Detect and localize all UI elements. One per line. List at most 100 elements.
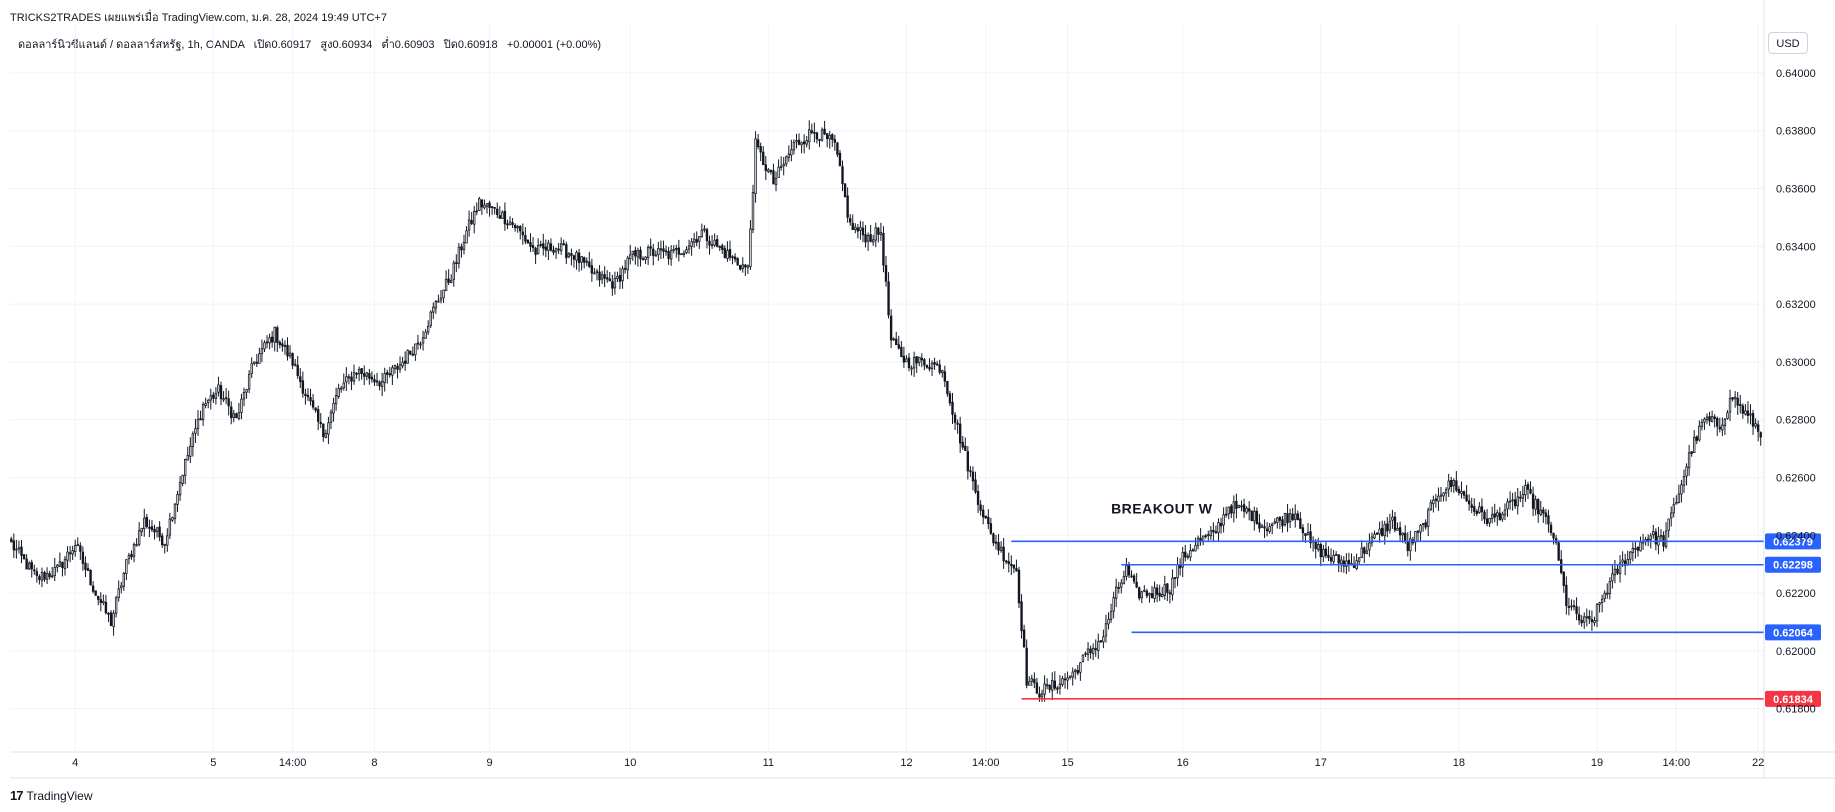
candle-body: [1455, 480, 1458, 491]
candle-body: [1319, 543, 1322, 558]
candle-body: [166, 535, 169, 546]
candle-body: [1240, 505, 1243, 508]
level-price-badge: [1765, 624, 1821, 641]
candle-body: [639, 249, 642, 260]
candle-body: [1616, 568, 1619, 574]
candle-body: [84, 562, 87, 570]
candle-body: [120, 585, 123, 589]
candle-body: [1207, 534, 1210, 537]
candle-body: [611, 281, 614, 289]
candle-body: [1258, 522, 1261, 529]
candle-body: [163, 543, 166, 546]
candle-body: [40, 572, 44, 581]
candle-body: [1723, 418, 1727, 427]
time-tick-label: 17: [1315, 757, 1327, 769]
candle-body: [135, 544, 138, 547]
candle-body: [739, 264, 742, 270]
candle-body: [716, 239, 719, 247]
candle-body: [649, 246, 652, 249]
candle-body: [1664, 530, 1668, 548]
candle-body: [1652, 531, 1655, 536]
candle-body: [66, 551, 69, 561]
candle-body: [1409, 538, 1412, 552]
candle-body: [895, 338, 898, 346]
candle-body: [1089, 648, 1092, 654]
candle-body: [1716, 418, 1719, 427]
candle-body: [1521, 494, 1525, 499]
candle-body: [258, 353, 261, 364]
currency-button[interactable]: USD: [1768, 32, 1808, 54]
candle-body: [1288, 513, 1292, 523]
chart-annotations: BREAKOUT W: [1111, 501, 1213, 517]
candle-body: [434, 301, 438, 309]
time-tick-label: 22: [1752, 757, 1764, 769]
candle-body: [1296, 513, 1299, 520]
candle-body: [1695, 436, 1698, 441]
candle-body: [1606, 592, 1609, 595]
candle-body: [414, 343, 417, 356]
candle-body: [347, 376, 351, 379]
candle-body: [943, 371, 947, 382]
candle-body: [887, 281, 890, 316]
candle-body: [588, 261, 591, 267]
candle-body: [1079, 662, 1082, 673]
candle-body: [81, 551, 85, 564]
candle-body: [897, 344, 900, 349]
candle-body: [498, 215, 501, 219]
candle-body: [1452, 480, 1455, 487]
candle-body: [805, 140, 808, 145]
brand-name[interactable]: TradingView: [26, 788, 93, 803]
candle-body: [1020, 601, 1023, 632]
candle-body: [1490, 514, 1494, 519]
candle-body: [966, 451, 970, 472]
candle-body: [1429, 502, 1432, 510]
candle-body: [217, 384, 220, 393]
candle-body: [690, 241, 693, 247]
candle-body: [227, 398, 230, 407]
candle-body: [521, 231, 525, 236]
candle-body: [470, 220, 473, 224]
candle-body: [1265, 528, 1269, 532]
candle-body: [58, 561, 62, 567]
candle-body: [1687, 452, 1691, 469]
candle-body: [1005, 560, 1008, 563]
candle-body: [1654, 531, 1658, 545]
candle-body: [79, 545, 82, 552]
candle-body: [212, 394, 215, 399]
candle-body: [158, 526, 161, 538]
candle-body: [378, 381, 381, 387]
candle-body: [1672, 504, 1675, 514]
price-tick-label: 0.62600: [1776, 472, 1816, 484]
candle-body: [905, 358, 908, 363]
candle-body: [22, 554, 26, 560]
breakout-annotation[interactable]: BREAKOUT W: [1111, 501, 1213, 517]
candle-body: [703, 228, 706, 231]
candle-body: [1061, 678, 1064, 685]
candle-body: [1237, 504, 1241, 509]
symbol-pair[interactable]: ดอลลาร์นิวซีแลนด์ / ดอลลาร์สหรัฐ, 1h, OA…: [18, 39, 245, 51]
candle-body: [1035, 682, 1039, 694]
candle-body: [184, 459, 187, 476]
candle-body: [411, 353, 415, 356]
candle-body: [593, 272, 596, 275]
candle-body: [629, 254, 632, 260]
low-value: 0.60903: [394, 39, 435, 51]
candle-body: [1746, 410, 1750, 416]
candle-body: [457, 246, 461, 264]
candle-body: [565, 244, 568, 259]
candle-body: [756, 139, 760, 148]
candle-body: [1334, 554, 1338, 556]
candle-body: [933, 361, 936, 365]
level-price-label: 0.62379: [1773, 536, 1813, 548]
candle-body: [1375, 532, 1379, 535]
candle-body: [278, 341, 282, 345]
candle-body: [562, 243, 565, 246]
candle-body: [1158, 592, 1161, 597]
candle-body: [861, 227, 865, 236]
candle-body: [1398, 527, 1402, 536]
candle-body: [1025, 647, 1028, 686]
candle-body: [1224, 513, 1228, 516]
tradingview-logo-icon[interactable]: 17: [10, 788, 24, 803]
candle-body: [1189, 550, 1192, 558]
